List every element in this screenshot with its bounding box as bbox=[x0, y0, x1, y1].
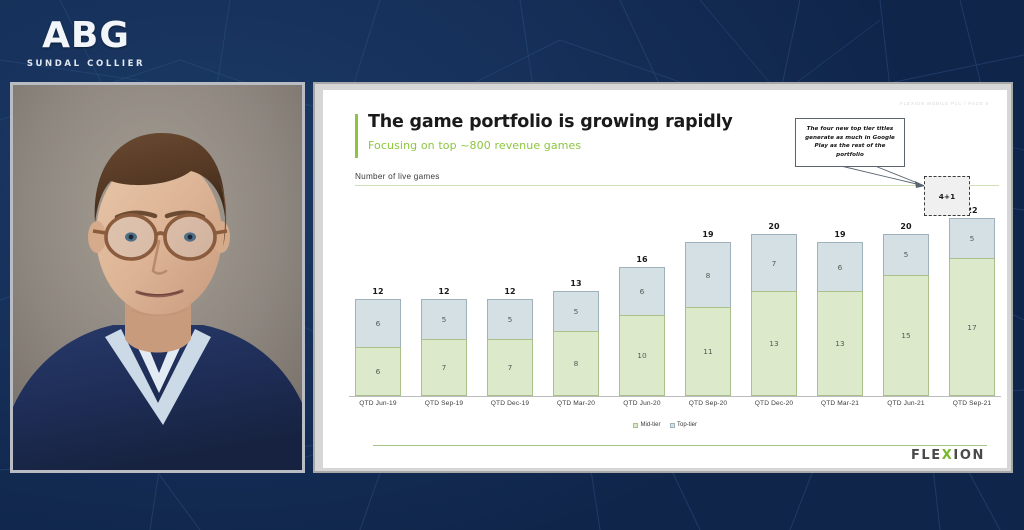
bar-segment-mid-tier: 13 bbox=[751, 290, 797, 396]
bar-segment-mid-tier: 7 bbox=[421, 339, 467, 396]
bar-group: 12 6 6 bbox=[349, 287, 407, 396]
bar-total-label: 13 bbox=[570, 278, 582, 288]
legend-swatch-icon bbox=[632, 422, 638, 428]
bar-segment-mid-tier: 7 bbox=[487, 339, 533, 396]
bar-segment-top-tier: 5 bbox=[949, 218, 995, 259]
callout-text: The four new top tier titles generate as… bbox=[805, 126, 895, 158]
callout-leader-lines bbox=[840, 165, 926, 188]
bar-segment-mid-tier: 15 bbox=[883, 274, 929, 396]
slide-content: FLEXION MOBILE PLC / PAGE 8 The game por… bbox=[323, 90, 1007, 468]
bar-segment-top-tier: 5 bbox=[553, 290, 599, 332]
page-title: The game portfolio is growing rapidly bbox=[368, 112, 733, 132]
bar-group: 13 5 8 bbox=[547, 279, 605, 396]
flexion-logo-pre: FLE bbox=[910, 448, 942, 463]
bar-segment-top-tier: 5 bbox=[487, 298, 533, 340]
abg-logo-tagline: SUNDAL COLLIER bbox=[26, 59, 146, 69]
stacked-bar-chart: 12 6 6 12 5 7 12 5 7 13 5 8 16 6 10 19 8 11 20 7 13 19 6 13 20 5 1… bbox=[349, 200, 1001, 416]
bar-stack: 5 17 bbox=[949, 218, 995, 396]
bar-segment-mid-tier: 6 bbox=[355, 347, 401, 396]
bar-total-label: 19 bbox=[702, 230, 714, 240]
presenter-image bbox=[13, 85, 302, 470]
bar-stack: 6 13 bbox=[817, 242, 863, 396]
flexion-logo: FLEXION bbox=[911, 448, 985, 463]
bar-segment-top-tier: 7 bbox=[751, 234, 797, 291]
bar-total-label: 20 bbox=[900, 222, 912, 232]
abg-logo-mark: ABG bbox=[42, 15, 130, 56]
bar-group: 12 5 7 bbox=[481, 287, 539, 396]
bar-group: 20 7 13 bbox=[745, 222, 803, 396]
flexion-logo-x: X bbox=[941, 448, 954, 463]
legend-item[interactable]: Top-tier bbox=[669, 422, 698, 428]
bar-group: 19 8 11 bbox=[679, 230, 737, 396]
slide-footer-rule bbox=[373, 445, 987, 446]
bar-segment-top-tier: 6 bbox=[817, 242, 863, 291]
bar-total-label: 22 bbox=[966, 206, 978, 216]
flexion-logo-post: ION bbox=[953, 448, 985, 463]
bar-group: 22 5 17 bbox=[943, 206, 1001, 396]
legend-swatch-icon bbox=[669, 422, 675, 428]
chart-plot-area: 12 6 6 12 5 7 12 5 7 13 5 8 16 6 10 19 8 11 20 7 13 19 6 13 20 5 1… bbox=[349, 200, 1001, 396]
highlight-box: 4+1 bbox=[924, 176, 970, 216]
x-axis-label: QTD Mar-21 bbox=[820, 400, 860, 407]
bar-segment-mid-tier: 10 bbox=[619, 315, 665, 396]
chart-axis-caption: Number of live games bbox=[355, 172, 440, 181]
bar-stack: 8 11 bbox=[685, 242, 731, 396]
x-axis-label: QTD Dec-19 bbox=[490, 400, 530, 407]
bar-group: 19 6 13 bbox=[811, 230, 869, 396]
chart-x-axis-labels: QTD Jun-19 QTD Sep-19 QTD Dec-19 QTD Mar-20… bbox=[349, 400, 1001, 407]
highlight-label: 4+1 bbox=[938, 191, 956, 201]
x-axis-label: QTD Jun-21 bbox=[887, 400, 925, 407]
chart-legend: Mid-tier Top-tier bbox=[323, 422, 1007, 428]
x-axis-label: QTD Jun-19 bbox=[359, 400, 397, 407]
axis-divider-rule bbox=[355, 185, 999, 186]
x-axis-label: QTD Sep-19 bbox=[424, 400, 464, 407]
abg-logo: ABG SUNDAL COLLIER bbox=[26, 15, 146, 70]
x-axis-label: QTD Jun-20 bbox=[623, 400, 661, 407]
x-axis-label: QTD Mar-20 bbox=[556, 400, 596, 407]
bar-total-label: 19 bbox=[834, 230, 846, 240]
bar-segment-mid-tier: 13 bbox=[817, 290, 863, 396]
slide-subtitle: Focusing on top ~800 revenue games bbox=[368, 139, 582, 153]
bar-stack: 7 13 bbox=[751, 234, 797, 396]
bar-stack: 5 15 bbox=[883, 234, 929, 396]
bar-segment-mid-tier: 17 bbox=[949, 258, 995, 396]
bar-total-label: 20 bbox=[768, 222, 780, 232]
x-axis-label: QTD Dec-20 bbox=[754, 400, 794, 407]
bar-stack: 6 10 bbox=[619, 266, 665, 396]
legend-label: Top-tier bbox=[677, 422, 698, 428]
callout-box: The four new top tier titles generate as… bbox=[795, 118, 905, 167]
bar-segment-top-tier: 6 bbox=[355, 298, 401, 348]
x-axis-label: QTD Sep-21 bbox=[952, 400, 992, 407]
bar-total-label: 12 bbox=[504, 286, 516, 296]
title-accent-bar bbox=[355, 114, 358, 158]
chart-baseline bbox=[349, 396, 1001, 397]
bar-segment-mid-tier: 8 bbox=[553, 331, 599, 396]
legend-label: Mid-tier bbox=[640, 422, 661, 428]
bar-group: 12 5 7 bbox=[415, 287, 473, 396]
bar-group: 20 5 15 bbox=[877, 222, 935, 396]
slide-header-meta: FLEXION MOBILE PLC / PAGE 8 bbox=[900, 101, 989, 106]
bar-segment-top-tier: 5 bbox=[421, 298, 467, 340]
bar-total-label: 16 bbox=[636, 254, 648, 264]
legend-item[interactable]: Mid-tier bbox=[632, 422, 661, 428]
bar-segment-mid-tier: 11 bbox=[685, 307, 731, 396]
slide-title-block: The game portfolio is growing rapidly Fo… bbox=[355, 112, 733, 158]
bar-group: 16 6 10 bbox=[613, 255, 671, 396]
x-axis-label: QTD Sep-20 bbox=[688, 400, 728, 407]
bar-segment-top-tier: 6 bbox=[619, 266, 665, 316]
bar-total-label: 12 bbox=[438, 286, 450, 296]
bar-segment-top-tier: 5 bbox=[883, 234, 929, 275]
bar-total-label: 12 bbox=[372, 286, 384, 296]
presentation-slide[interactable]: FLEXION MOBILE PLC / PAGE 8 The game por… bbox=[313, 82, 1013, 473]
bar-segment-top-tier: 8 bbox=[685, 242, 731, 307]
presenter-video-panel[interactable] bbox=[10, 82, 305, 473]
